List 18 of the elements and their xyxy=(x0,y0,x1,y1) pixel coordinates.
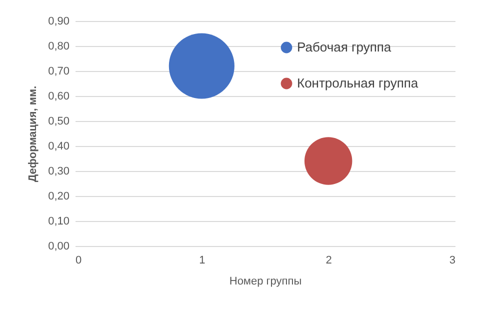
y-tick-label: 0,70 xyxy=(48,66,70,78)
x-tick-label: 0 xyxy=(76,254,82,266)
y-tick-label: 0,60 xyxy=(48,90,70,102)
x-axis-title: Номер группы xyxy=(229,276,302,288)
y-axis-title: Деформация, мм. xyxy=(27,86,40,182)
x-tick-label: 3 xyxy=(449,254,456,266)
y-tick-label: 0,90 xyxy=(48,16,70,28)
y-tick-label: 0,30 xyxy=(48,166,70,178)
x-tick-label: 2 xyxy=(326,254,332,266)
legend-label: Рабочая группа xyxy=(297,40,392,54)
y-tick-label: 0,40 xyxy=(48,140,70,152)
x-tick-label: 1 xyxy=(199,254,206,266)
y-tick-label: 0,20 xyxy=(48,190,70,202)
y-tick-label: 0,80 xyxy=(48,40,70,52)
y-tick-label: 0,50 xyxy=(48,116,70,128)
y-tick-label: 0,00 xyxy=(48,240,70,252)
legend-label: Контрольная группа xyxy=(297,76,419,90)
y-tick-label: 0,10 xyxy=(48,216,70,228)
